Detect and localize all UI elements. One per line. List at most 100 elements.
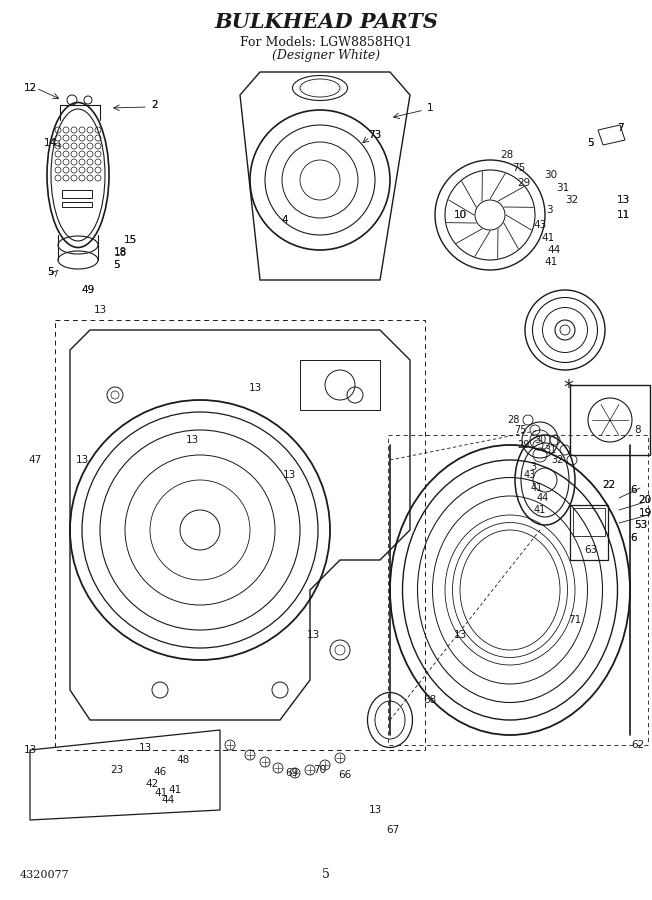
Text: 13: 13: [368, 805, 381, 815]
Bar: [570, 505, 608, 560]
Text: 43: 43: [533, 220, 546, 230]
Text: 1: 1: [426, 103, 434, 113]
Text: 44: 44: [162, 795, 175, 805]
Text: 63: 63: [584, 545, 598, 555]
Text: 13: 13: [306, 630, 319, 640]
Text: 70: 70: [314, 765, 327, 775]
Text: 22: 22: [602, 480, 615, 490]
Text: 13: 13: [138, 743, 152, 753]
Text: 18: 18: [113, 248, 126, 258]
Text: 41: 41: [541, 233, 555, 243]
Bar: [573, 508, 605, 536]
Text: 13: 13: [93, 305, 107, 315]
Text: 73: 73: [368, 130, 381, 140]
Text: 15: 15: [123, 235, 137, 245]
Text: 28: 28: [500, 150, 514, 160]
Text: 66: 66: [338, 770, 351, 780]
Text: 7: 7: [617, 123, 623, 133]
Bar: [570, 385, 650, 455]
Bar: [62, 190, 92, 198]
Text: 29: 29: [517, 440, 529, 450]
Text: 14: 14: [44, 138, 57, 148]
Text: 42: 42: [145, 779, 158, 789]
Text: 28: 28: [507, 415, 519, 425]
Text: 14: 14: [44, 138, 57, 148]
Text: *: *: [563, 379, 573, 398]
Text: 3: 3: [546, 205, 552, 215]
Text: 5: 5: [322, 868, 330, 881]
Text: 44: 44: [548, 245, 561, 255]
Text: 31: 31: [544, 445, 556, 455]
Text: 12: 12: [23, 83, 37, 93]
Text: 49: 49: [82, 285, 95, 295]
Text: For Models: LGW8858HQ1: For Models: LGW8858HQ1: [240, 35, 412, 49]
Text: 5: 5: [587, 138, 593, 148]
Text: 10: 10: [453, 210, 467, 220]
Text: 5: 5: [47, 267, 53, 277]
Text: 19: 19: [638, 508, 651, 518]
Text: 41: 41: [155, 788, 168, 798]
Text: 6: 6: [630, 533, 637, 543]
Text: 7: 7: [617, 123, 623, 133]
Text: 13: 13: [76, 455, 89, 465]
Text: 13: 13: [616, 195, 630, 205]
Text: 30: 30: [534, 435, 546, 445]
Text: 2: 2: [152, 100, 158, 110]
Text: 8: 8: [634, 425, 642, 435]
Text: 44: 44: [537, 493, 549, 503]
Text: 13: 13: [23, 745, 37, 755]
Text: 32: 32: [551, 455, 563, 465]
Text: 71: 71: [569, 615, 582, 625]
Text: 75: 75: [514, 425, 526, 435]
Text: (Designer White): (Designer White): [272, 50, 380, 62]
Text: 13: 13: [185, 435, 199, 445]
Text: 5: 5: [47, 267, 53, 277]
Text: 20: 20: [638, 495, 651, 505]
Bar: [388, 435, 648, 745]
Text: 62: 62: [631, 740, 645, 750]
Text: 30: 30: [544, 170, 557, 180]
Text: 41: 41: [534, 505, 546, 515]
Text: 69: 69: [286, 768, 299, 778]
Text: 12: 12: [23, 83, 37, 93]
Text: 2: 2: [152, 100, 158, 110]
Text: 29: 29: [518, 178, 531, 188]
Bar: [55, 320, 425, 750]
Text: 13: 13: [282, 470, 295, 480]
Text: 5: 5: [113, 260, 121, 270]
Text: 53: 53: [634, 520, 647, 530]
Text: 1: 1: [426, 103, 434, 113]
Text: 6: 6: [630, 485, 637, 495]
Text: 41: 41: [544, 257, 557, 267]
Text: 68: 68: [423, 695, 437, 705]
Text: 41: 41: [168, 785, 182, 795]
Text: 18: 18: [113, 247, 126, 257]
Text: 3: 3: [530, 462, 536, 472]
Text: 4: 4: [282, 215, 288, 225]
Text: 19: 19: [638, 508, 651, 518]
Text: 10: 10: [453, 210, 467, 220]
Text: 13: 13: [616, 195, 630, 205]
Text: 73: 73: [368, 130, 381, 140]
Text: 49: 49: [82, 285, 95, 295]
Text: 75: 75: [512, 163, 526, 173]
Text: 11: 11: [616, 210, 630, 220]
Text: 4320077: 4320077: [20, 870, 70, 880]
Text: 11: 11: [616, 210, 630, 220]
Bar: [62, 202, 92, 207]
Text: 5: 5: [113, 260, 121, 270]
Circle shape: [560, 325, 570, 335]
Text: 20: 20: [638, 495, 651, 505]
Text: 13: 13: [453, 630, 467, 640]
Text: 22: 22: [602, 480, 615, 490]
Text: 43: 43: [524, 470, 536, 480]
Text: 47: 47: [29, 455, 42, 465]
Text: 23: 23: [110, 765, 124, 775]
Text: 4: 4: [282, 215, 288, 225]
Text: 6: 6: [630, 485, 637, 495]
Text: 41: 41: [531, 483, 543, 493]
Text: 15: 15: [123, 235, 137, 245]
Text: BULKHEAD PARTS: BULKHEAD PARTS: [214, 12, 438, 32]
Text: 53: 53: [634, 520, 647, 530]
Text: 6: 6: [630, 533, 637, 543]
